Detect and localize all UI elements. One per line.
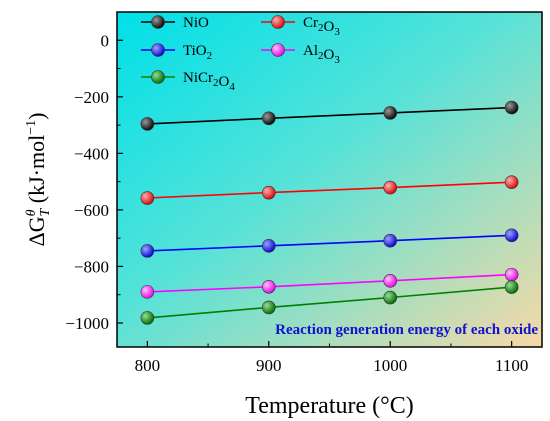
series-layer [140, 100, 519, 325]
legend-label-al2o3: Al2O3 [303, 43, 340, 66]
data-point-al2o3-800 [140, 285, 155, 299]
data-point-nio-800 [140, 117, 155, 131]
data-point-nicr2o4-1100 [504, 280, 519, 294]
series-line-nicr2o4 [147, 286, 512, 319]
series-line-tio2 [147, 234, 512, 252]
x-axis-label: Temperature (°C) [245, 393, 414, 419]
series-nio [140, 100, 519, 131]
data-point-tio2-1100 [504, 228, 519, 243]
data-point-nicr2o4-800 [140, 311, 155, 325]
data-point-nio-900 [261, 111, 276, 126]
y-tick-label-0: 0 [101, 31, 110, 50]
data-point-tio2-1000 [383, 233, 398, 248]
legend-marker [271, 15, 285, 29]
legend-label-tio2: TiO2 [183, 43, 212, 62]
y-tick-label-5: −1000 [65, 314, 109, 333]
data-point-cr2o3-800 [140, 191, 155, 205]
legend-entry-nio: NiO [141, 15, 209, 31]
x-tick-label-900: 900 [256, 356, 282, 375]
legend-marker [151, 70, 165, 84]
legend-marker [271, 43, 285, 57]
data-point-nio-1100 [504, 100, 519, 115]
series-cr2o3 [140, 175, 519, 205]
data-point-cr2o3-900 [261, 185, 276, 200]
legend-label-nicr2o4: NiCr2O4 [183, 70, 235, 93]
y-axis-label: ΔGθT (kJ·mol−1) [24, 113, 53, 247]
chart-annotation: Reaction generation energy of each oxide [275, 322, 538, 338]
y-tick-label-2: −400 [74, 144, 109, 163]
legend: NiO Cr2O3 TiO2 Al2O3 NiCr2O4 [141, 15, 340, 93]
legend-entry-cr2o3: Cr2O3 [261, 15, 340, 38]
data-point-tio2-800 [140, 244, 155, 258]
x-tick-label-800: 800 [135, 356, 161, 375]
series-line-cr2o3 [147, 181, 512, 199]
data-point-nicr2o4-1000 [383, 290, 398, 305]
data-point-al2o3-1100 [504, 267, 519, 282]
y-tick-label-3: −600 [74, 201, 109, 220]
data-point-nicr2o4-900 [261, 300, 276, 315]
data-point-cr2o3-1100 [504, 175, 519, 189]
series-tio2 [140, 228, 519, 258]
x-tick-label-1100: 1100 [495, 356, 528, 375]
legend-entry-tio2: TiO2 [141, 43, 212, 62]
legend-label-nio: NiO [183, 15, 209, 31]
legend-entry-nicr2o4: NiCr2O4 [141, 70, 235, 93]
legend-marker [151, 15, 165, 29]
data-point-al2o3-900 [261, 279, 276, 294]
data-point-cr2o3-1000 [383, 180, 398, 195]
series-nicr2o4 [140, 280, 519, 325]
legend-marker [151, 43, 165, 57]
data-point-nio-1000 [383, 106, 398, 120]
series-al2o3 [140, 267, 519, 299]
axes: 800 900 1000 1100 0 −200 −400 −600 −800 −1000 [65, 31, 528, 375]
y-tick-label-4: −800 [74, 257, 109, 276]
series-line-nio [147, 106, 512, 125]
series-line-al2o3 [147, 273, 512, 293]
y-tick-label-1: −200 [74, 88, 109, 107]
legend-entry-al2o3: Al2O3 [261, 43, 340, 66]
data-point-tio2-900 [261, 238, 276, 253]
legend-label-cr2o3: Cr2O3 [303, 15, 340, 38]
data-point-al2o3-1000 [383, 274, 398, 288]
x-tick-label-1000: 1000 [373, 356, 407, 375]
